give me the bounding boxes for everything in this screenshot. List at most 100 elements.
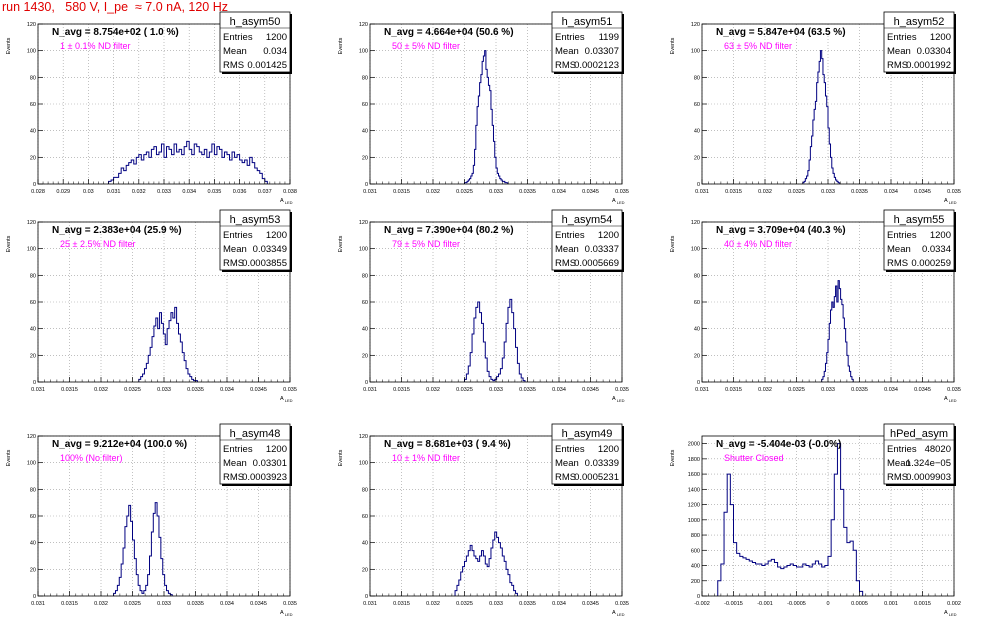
stats-value: 1200 [930, 32, 951, 43]
x-tick-label: 0.031 [695, 387, 709, 393]
stats-label: Mean [887, 458, 911, 469]
filter-label: 63 ± 5% ND filter [724, 41, 792, 51]
filter-label: 40 ± 4% ND filter [724, 239, 792, 249]
stats-box-title: hPed_asym [890, 428, 948, 440]
x-axis-title: A LED [280, 396, 293, 403]
x-tick-label: 0.033 [157, 189, 171, 195]
stats-value: 1200 [598, 230, 619, 241]
stats-label: RMS [223, 472, 244, 483]
stats-label: Entries [223, 32, 253, 43]
y-tick-label: 1600 [688, 472, 700, 478]
stats-box [551, 11, 623, 73]
stats-label: RMS [555, 258, 576, 269]
stats-value: 1.324e−05 [906, 458, 951, 469]
stats-value: 0.001425 [247, 60, 287, 71]
x-tick-label: 0.033 [821, 189, 835, 195]
x-tick-label: 0.028 [31, 189, 45, 195]
y-tick-label: 0 [33, 182, 36, 188]
stats-label: RMS [887, 472, 908, 483]
stats-box [219, 11, 291, 73]
y-tick-label: 1400 [688, 487, 700, 493]
x-tick-label: 0.037 [258, 189, 272, 195]
stats-value: 1200 [930, 230, 951, 241]
stats-value: 1200 [266, 444, 287, 455]
x-tick-label: 0.0345 [914, 387, 931, 393]
stats-label: Entries [887, 444, 917, 455]
x-tick-label: 0.035 [615, 601, 629, 607]
y-tick-label: 40 [362, 541, 368, 547]
x-tick-label: 0.0335 [519, 601, 536, 607]
histogram-line [802, 50, 840, 184]
x-axis-title: A LED [612, 198, 625, 205]
x-tick-label: 0.033 [489, 601, 503, 607]
y-tick-label: 0 [33, 380, 36, 386]
x-tick-label: 0.029 [56, 189, 70, 195]
y-tick-label: 100 [691, 49, 700, 55]
x-tick-label: 0.033 [821, 387, 835, 393]
x-tick-label: 0.032 [758, 189, 772, 195]
y-tick-label: 40 [362, 129, 368, 135]
stats-box-title: h_asym50 [230, 16, 281, 28]
plot-header: N_avg = 2.383e+04 (25.9 %) [52, 225, 182, 236]
filter-label: 79 ± 5% ND filter [392, 239, 460, 249]
x-tick-label: 0.031 [31, 387, 45, 393]
filter-label: Shutter Closed [724, 453, 784, 463]
y-tick-label: 60 [362, 514, 368, 520]
x-tick-label: 0.0315 [725, 387, 742, 393]
stats-box [219, 209, 291, 271]
x-tick-label: 0.0335 [519, 387, 536, 393]
x-tick-label: 0.0325 [124, 601, 141, 607]
histogram-line [454, 531, 518, 596]
y-tick-label: 0 [365, 380, 368, 386]
x-tick-label: 0.03 [83, 189, 94, 195]
y-tick-label: 200 [691, 579, 700, 585]
stats-value: 1200 [266, 230, 287, 241]
x-tick-label: 0.0325 [456, 189, 473, 195]
stats-box [883, 209, 955, 271]
y-tick-label: 2000 [688, 442, 700, 448]
x-tick-label: 0.032 [426, 189, 440, 195]
plot-header: N_avg = 3.709e+04 (40.3 %) [716, 225, 846, 236]
filter-label: 25 ± 2.5% ND filter [60, 239, 135, 249]
x-tick-label: 0.035 [208, 189, 222, 195]
plot-header: N_avg = 7.390e+04 (80.2 %) [384, 225, 514, 236]
x-tick-label: -0.0015 [724, 601, 743, 607]
x-axis-title: A LED [280, 198, 293, 205]
stats-value: 0.03337 [585, 244, 619, 255]
y-tick-label: 20 [694, 353, 700, 359]
x-tick-label: 0.0015 [914, 601, 931, 607]
y-tick-label: 20 [362, 353, 368, 359]
y-tick-label: 60 [362, 102, 368, 108]
x-tick-label: 0.031 [31, 601, 45, 607]
x-tick-label: 0.0335 [187, 387, 204, 393]
x-tick-label: 0.035 [283, 387, 297, 393]
plot-h_asym55: 0.031 0.0315 0.032 0.0325 0.033 0.0335 0.034 0.… [670, 209, 961, 403]
y-tick-label: 400 [691, 564, 700, 570]
x-tick-label: 0.036 [233, 189, 247, 195]
x-tick-label: 0.031 [363, 601, 377, 607]
y-tick-label: 60 [694, 102, 700, 108]
y-tick-label: 40 [694, 129, 700, 135]
stats-label: RMS [887, 60, 908, 71]
y-tick-label: 0 [697, 594, 700, 600]
plot-h_asym49: 0.031 0.0315 0.032 0.0325 0.033 0.0335 0.034 0.… [338, 423, 629, 617]
stats-label: Mean [887, 244, 911, 255]
stats-label: RMS [555, 472, 576, 483]
y-tick-label: 0 [33, 594, 36, 600]
x-axis-title: A LED [944, 610, 957, 617]
stats-label: Mean [887, 46, 911, 57]
stats-value: 1200 [598, 444, 619, 455]
x-tick-label: 0.032 [426, 387, 440, 393]
x-tick-label: -0.001 [757, 601, 773, 607]
plot-h_asym51: 0.031 0.0315 0.032 0.0325 0.033 0.0335 0.034 0.… [338, 11, 629, 205]
stats-label: Entries [555, 444, 585, 455]
plot-h_asym48: 0.031 0.0315 0.032 0.0325 0.033 0.0335 0.034 0.… [6, 423, 297, 617]
x-tick-label: 0.033 [489, 387, 503, 393]
x-tick-label: 0.033 [157, 387, 171, 393]
y-tick-label: 80 [362, 273, 368, 279]
stats-label: Entries [223, 230, 253, 241]
y-tick-label: 60 [30, 300, 36, 306]
plot-h_asym52: 0.031 0.0315 0.032 0.0325 0.033 0.0335 0.034 0.… [670, 11, 961, 205]
stats-box-title: h_asym51 [562, 16, 613, 28]
